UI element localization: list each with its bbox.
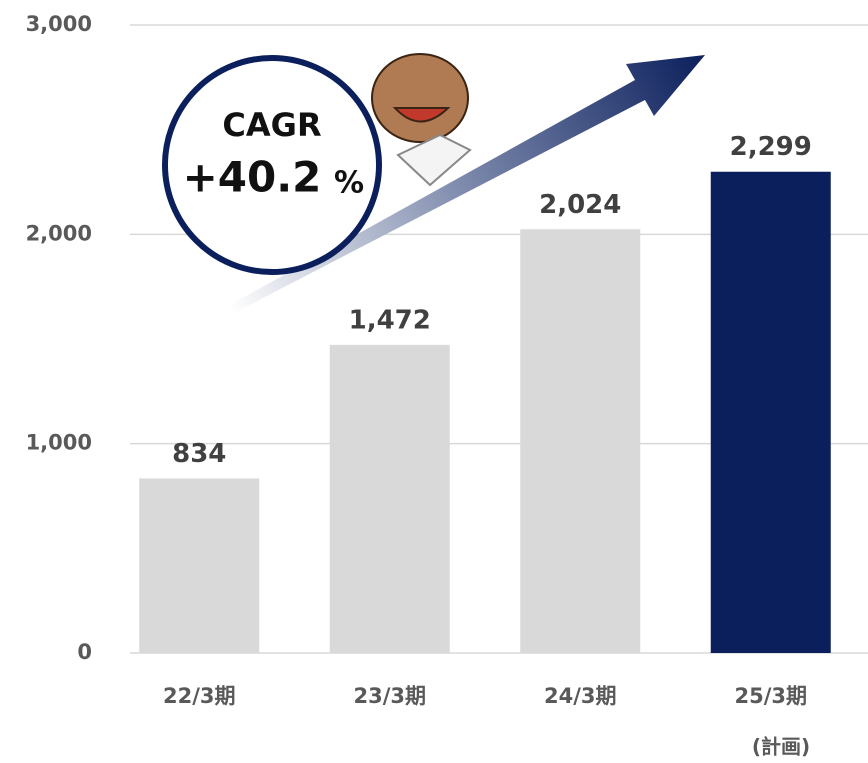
bar — [520, 229, 640, 653]
value-label: 834 — [172, 439, 226, 469]
y-tick-label: 0 — [77, 640, 92, 664]
cagr-title: CAGR — [222, 106, 321, 144]
bar — [139, 478, 259, 653]
x-tick-label: 24/3期 — [544, 684, 617, 708]
bar — [711, 172, 831, 653]
value-label: 2,299 — [730, 132, 812, 162]
mascot — [372, 54, 470, 185]
bar — [330, 345, 450, 653]
y-tick-label: 1,000 — [26, 431, 92, 455]
x-tick-label: 22/3期 — [163, 684, 236, 708]
chart: CAGR +40.2 % (計画) 0 1,000 2,000 3,000 22/3期 8… — [0, 0, 868, 763]
cagr-unit: % — [334, 166, 364, 201]
value-label: 2,024 — [539, 190, 621, 220]
x-tick-label: 25/3期 — [734, 684, 807, 708]
cagr-value: +40.2 — [183, 153, 322, 202]
x-tick-label: 23/3期 — [353, 684, 426, 708]
y-tick-label: 2,000 — [26, 221, 92, 245]
value-label: 1,472 — [349, 305, 431, 335]
category-note: (計画) — [752, 735, 810, 759]
y-tick-label: 3,000 — [26, 12, 92, 36]
